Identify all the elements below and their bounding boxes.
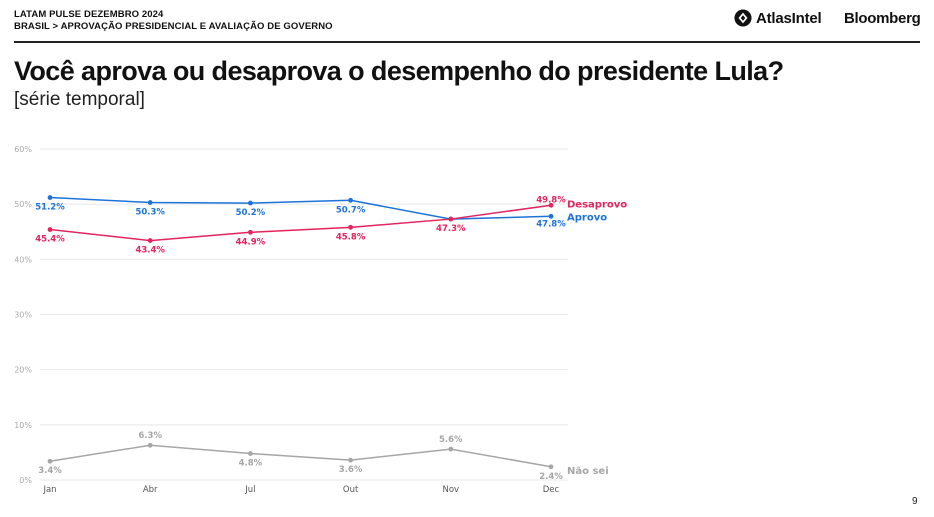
page-title: Você aprova ou desaprova o desempenho do… (14, 56, 784, 86)
data-label: 50.3% (135, 208, 165, 218)
series-line-nosei (49, 444, 552, 468)
series-label: Não sei (567, 466, 609, 477)
data-label: 3.4% (38, 466, 62, 476)
data-label: 50.2% (236, 208, 266, 218)
data-point (47, 227, 53, 232)
data-label: 5.6% (439, 435, 463, 445)
data-point (47, 195, 53, 200)
data-point (348, 457, 353, 463)
atlas-logo-icon (734, 9, 752, 27)
y-tick-label: 60% (14, 145, 32, 154)
series-label: Desaprovo (567, 199, 627, 210)
data-label: 3.6% (339, 465, 363, 475)
report-header: LATAM PULSE DEZEMBRO 2024 (14, 9, 164, 20)
x-tick-label: Nov (443, 485, 460, 495)
data-point (147, 200, 153, 205)
data-label: 47.3% (436, 224, 466, 234)
series-line-desaprovo (49, 204, 552, 242)
data-point (248, 229, 253, 235)
series-label: Aprovo (567, 212, 607, 223)
x-tick-label: Jul (244, 485, 255, 495)
data-label: 44.9% (236, 237, 266, 247)
x-tick-label: Abr (143, 485, 158, 495)
data-label: 49.8% (536, 195, 566, 205)
y-tick-label: 20% (14, 366, 32, 375)
data-label: 2.4% (539, 472, 563, 482)
data-point (147, 442, 153, 448)
data-point (448, 446, 454, 452)
data-point (348, 224, 353, 230)
bloomberg-logo: Bloomberg (844, 10, 921, 27)
breadcrumb: BRASIL > APROVAÇÃO PRESIDENCIAL E AVALIA… (14, 21, 333, 32)
data-label: 45.8% (336, 232, 366, 242)
page-subtitle: [série temporal] (14, 89, 145, 110)
atlasintel-logo: AtlasIntel (734, 9, 822, 27)
data-point (548, 464, 554, 470)
data-label: 47.8% (536, 219, 566, 229)
data-label: 51.2% (35, 203, 65, 213)
data-label: 6.3% (138, 431, 162, 441)
data-label: 50.7% (336, 205, 366, 215)
data-point (548, 213, 554, 219)
y-tick-label: 40% (14, 255, 32, 264)
data-point (448, 216, 454, 222)
data-label: 43.4% (135, 246, 165, 256)
y-tick-label: 30% (14, 311, 32, 320)
y-tick-label: 0% (19, 476, 32, 485)
y-tick-label: 10% (14, 421, 32, 430)
data-point (548, 202, 554, 208)
data-label: 4.8% (239, 459, 263, 469)
x-tick-label: Out (343, 485, 359, 495)
data-label: 45.4% (35, 235, 65, 245)
atlas-brand-text: AtlasIntel (756, 9, 822, 27)
data-point (248, 200, 253, 206)
series-line-aprovo (49, 196, 552, 220)
data-point (348, 197, 353, 203)
header-divider (14, 41, 920, 43)
data-point (248, 451, 253, 456)
y-tick-label: 50% (14, 200, 32, 209)
data-point (147, 238, 153, 243)
page-number: 9 (912, 496, 918, 507)
x-tick-label: Dec (543, 485, 560, 495)
data-point (47, 458, 53, 464)
x-tick-label: Jan (42, 485, 56, 495)
